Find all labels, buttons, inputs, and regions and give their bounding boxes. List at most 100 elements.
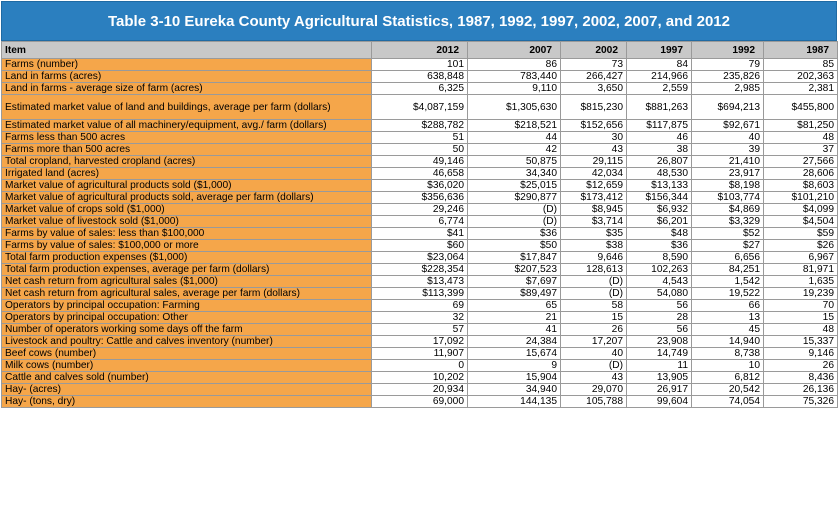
row-label: Market value of agricultural products so… [1, 191, 372, 204]
row-label: Estimated market value of all machinery/… [1, 119, 372, 132]
cell-value: $35 [560, 227, 627, 240]
cell-value: 24,384 [467, 335, 561, 348]
cell-value: 43 [560, 371, 627, 384]
row-label: Land in farms - average size of farm (ac… [1, 82, 372, 95]
table-row: Total farm production expenses ($1,000) $… [1, 251, 838, 264]
row-label: Estimated market value of land and build… [1, 94, 372, 120]
cell-value: $113,399 [371, 287, 468, 300]
cell-value: 29,246 [371, 203, 468, 216]
cell-value: $3,714 [560, 215, 627, 228]
cell-value: (D) [560, 275, 627, 288]
row-label: Land in farms (acres) [1, 70, 372, 83]
row-label: Net cash return from agricultural sales … [1, 275, 372, 288]
cell-value: 26 [763, 359, 838, 372]
cell-value: $92,671 [691, 119, 764, 132]
cell-value: 17,092 [371, 335, 468, 348]
cell-value: $4,087,159 [371, 94, 468, 120]
cell-value: 57 [371, 323, 468, 336]
row-label: Total farm production expenses, average … [1, 263, 372, 276]
row-label: Milk cows (number) [1, 359, 372, 372]
column-header-2012: 2012 [371, 41, 468, 59]
cell-value: 214,966 [626, 70, 692, 83]
table-row: Market value of agricultural products so… [1, 179, 838, 192]
row-label: Total farm production expenses ($1,000) [1, 251, 372, 264]
cell-value: $59 [763, 227, 838, 240]
table-body: Farms (number) 101 86 73 84 79 85 Land in farms… [1, 58, 838, 408]
cell-value: 50,875 [467, 155, 561, 168]
cell-value: 30 [560, 131, 627, 144]
row-label: Farms by value of sales: $100,000 or mor… [1, 239, 372, 252]
cell-value: 11 [626, 359, 692, 372]
cell-value: $288,782 [371, 119, 468, 132]
cell-value: 49,146 [371, 155, 468, 168]
cell-value: 42 [467, 143, 561, 156]
cell-value: 44 [467, 131, 561, 144]
cell-value: $23,064 [371, 251, 468, 264]
cell-value: 79 [691, 58, 764, 71]
column-header-1987: 1987 [763, 41, 838, 59]
cell-value: 26,917 [626, 383, 692, 396]
table-row: Livestock and poultry: Cattle and calves… [1, 335, 838, 348]
cell-value: $4,504 [763, 215, 838, 228]
cell-value: 26,807 [626, 155, 692, 168]
cell-value: $7,697 [467, 275, 561, 288]
cell-value: 202,363 [763, 70, 838, 83]
cell-value: 48,530 [626, 167, 692, 180]
cell-value: 28,606 [763, 167, 838, 180]
column-header-1992: 1992 [691, 41, 764, 59]
cell-value: $81,250 [763, 119, 838, 132]
cell-value: 70 [763, 299, 838, 312]
cell-value: 26,136 [763, 383, 838, 396]
cell-value: 28 [626, 311, 692, 324]
cell-value: 69 [371, 299, 468, 312]
table-row: Net cash return from agricultural sales,… [1, 287, 838, 300]
table-row: Number of operators working some days of… [1, 323, 838, 336]
cell-value: 34,940 [467, 383, 561, 396]
cell-value: $228,354 [371, 263, 468, 276]
cell-value: 1,542 [691, 275, 764, 288]
table-row: Market value of crops sold ($1,000) 29,24… [1, 203, 838, 216]
cell-value: (D) [560, 287, 627, 300]
cell-value: $356,636 [371, 191, 468, 204]
cell-value: 20,934 [371, 383, 468, 396]
cell-value: 15,674 [467, 347, 561, 360]
cell-value: $117,875 [626, 119, 692, 132]
cell-value: 10 [691, 359, 764, 372]
cell-value: 102,263 [626, 263, 692, 276]
cell-value: 10,202 [371, 371, 468, 384]
cell-value: 29,115 [560, 155, 627, 168]
cell-value: 105,788 [560, 395, 627, 408]
table-row: Farms more than 500 acres 50 42 43 38 39 37 [1, 143, 838, 156]
row-label: Farms less than 500 acres [1, 131, 372, 144]
row-label: Farms (number) [1, 58, 372, 71]
cell-value: $13,133 [626, 179, 692, 192]
cell-value: 6,812 [691, 371, 764, 384]
cell-value: $26 [763, 239, 838, 252]
cell-value: 638,848 [371, 70, 468, 83]
cell-value: 15 [560, 311, 627, 324]
cell-value: 11,907 [371, 347, 468, 360]
cell-value: 266,427 [560, 70, 627, 83]
table-row: Market value of livestock sold ($1,000) 6… [1, 215, 838, 228]
cell-value: $25,015 [467, 179, 561, 192]
cell-value: 86 [467, 58, 561, 71]
table-row: Hay- (acres) 20,934 34,940 29,070 26,917 20,5… [1, 383, 838, 396]
cell-value: 66 [691, 299, 764, 312]
cell-value: $52 [691, 227, 764, 240]
cell-value: 26 [560, 323, 627, 336]
cell-value: 38 [626, 143, 692, 156]
table-row: Total cropland, harvested cropland (acre… [1, 155, 838, 168]
row-label: Number of operators working some days of… [1, 323, 372, 336]
cell-value: 48 [763, 323, 838, 336]
table-row: Farms by value of sales: $100,000 or mor… [1, 239, 838, 252]
cell-value: 8,590 [626, 251, 692, 264]
row-label: Market value of agricultural products so… [1, 179, 372, 192]
cell-value: 13 [691, 311, 764, 324]
row-label: Total cropland, harvested cropland (acre… [1, 155, 372, 168]
cell-value: 15,337 [763, 335, 838, 348]
cell-value: $36,020 [371, 179, 468, 192]
column-header-2007: 2007 [467, 41, 561, 59]
table-row: Farms by value of sales: less than $100,… [1, 227, 838, 240]
cell-value: 46 [626, 131, 692, 144]
